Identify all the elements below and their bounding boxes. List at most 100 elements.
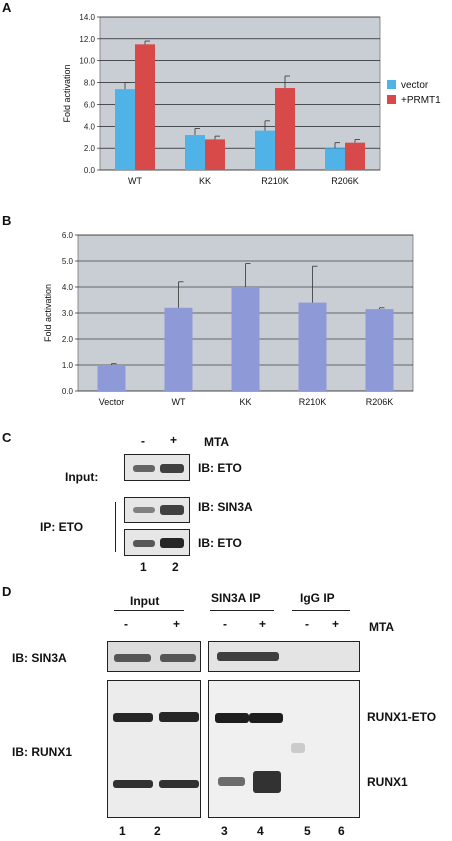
x-tick-label: KK: [199, 176, 211, 186]
band: [160, 538, 184, 548]
blot-c-ip-eto: [124, 529, 190, 556]
y-tick-label: 12.0: [79, 35, 95, 44]
bar: [365, 309, 394, 391]
lane-number-d5: 5: [304, 824, 311, 838]
blot-label-c-sin3a: IB: SIN3A: [198, 500, 253, 514]
lane-treatment-d2: +: [173, 617, 181, 631]
panel-label-d: D: [2, 584, 12, 599]
bar: [325, 148, 345, 170]
y-tick-label: 5.0: [62, 257, 74, 266]
band: [160, 505, 184, 515]
band: [215, 713, 249, 723]
lane-number-d1: 1: [119, 824, 126, 838]
band: [159, 712, 199, 722]
lane-treatment-c2: +: [170, 433, 178, 447]
bar: [164, 307, 193, 391]
band: [133, 465, 155, 472]
ip-label: IP: ETO: [40, 520, 84, 534]
lane-treatment-d3: -: [223, 617, 227, 631]
lane-number-d6: 6: [338, 824, 345, 838]
y-tick-label: 0.0: [84, 166, 96, 175]
blot-label-c-eto-input: IB: ETO: [198, 461, 242, 475]
band: [160, 654, 196, 662]
blot-c-ip-sin3a: [124, 497, 190, 523]
y-tick-label: 4.0: [62, 283, 74, 292]
y-tick-label: 1.0: [62, 361, 74, 370]
chart-a-svg: 0.0 2.0 4.0 6.0 8.0 10.0 12.0 14.0 Fold activati…: [62, 13, 441, 186]
band-label-runx1-eto: RUNX1-ETO: [367, 710, 437, 724]
band: [253, 771, 281, 793]
band: [291, 743, 305, 753]
legend-swatch: [387, 80, 396, 89]
y-axis-label: Fold activation: [62, 64, 72, 122]
y-tick-label: 2.0: [62, 335, 74, 344]
x-tick-label: WT: [172, 397, 186, 407]
blot-c-input-eto: [124, 454, 190, 481]
lane-treatment-c1: -: [141, 434, 145, 448]
lane-number-c2: 2: [172, 560, 179, 574]
treatment-label-d: MTA: [369, 620, 395, 634]
x-tick-label: WT: [128, 176, 142, 186]
band: [133, 540, 155, 547]
band: [113, 713, 153, 722]
bar: [231, 287, 260, 391]
y-tick-label: 8.0: [84, 79, 96, 88]
group-label-sin3a-ip: SIN3A IP: [211, 591, 261, 605]
chart-b: 0.0 1.0 2.0 3.0 4.0 5.0 6.0 Fold activation Vect…: [0, 215, 452, 415]
blot-label-c-eto-ip: IB: ETO: [198, 536, 242, 550]
panel-c: - + MTA Input: IB: ETO IP: ETO IB: SIN3A…: [0, 430, 452, 580]
panel-d: Input SIN3A IP IgG IP - + - + - + MTA IB…: [0, 584, 452, 841]
lane-treatment-d4: +: [259, 617, 267, 631]
band: [159, 780, 199, 788]
bar: [205, 139, 225, 170]
blot-d-runx1-ip: [208, 680, 360, 818]
band: [218, 777, 245, 786]
lane-treatment-d6: +: [332, 617, 340, 631]
bar: [135, 44, 155, 171]
x-tick-label: R210K: [299, 397, 327, 407]
lane-number-d4: 4: [257, 824, 264, 838]
legend-swatch: [387, 95, 396, 104]
bar: [275, 88, 295, 170]
group-label-input: Input: [130, 594, 160, 608]
lane-number-d2: 2: [154, 824, 161, 838]
row-label-runx1: IB: RUNX1: [12, 745, 73, 759]
x-tick-label: R206K: [331, 176, 359, 186]
legend-label: vector: [401, 80, 429, 91]
bar: [97, 365, 126, 391]
panel-label-b: B: [2, 213, 12, 228]
band: [249, 713, 283, 723]
chart-b-svg: 0.0 1.0 2.0 3.0 4.0 5.0 6.0 Fold activation Vect…: [43, 231, 414, 407]
x-tick-label: Vector: [99, 397, 125, 407]
band: [113, 780, 153, 788]
chart-a: 0.0 2.0 4.0 6.0 8.0 10.0 12.0 14.0 Fold activati…: [0, 0, 452, 200]
bar: [185, 135, 205, 170]
y-tick-label: 3.0: [62, 309, 74, 318]
y-tick-label: 14.0: [79, 13, 95, 22]
band: [114, 654, 151, 662]
blot-d-runx1-input: [107, 680, 201, 818]
band: [133, 507, 155, 513]
y-tick-label: 6.0: [84, 100, 96, 109]
panel-label-a: A: [2, 0, 12, 15]
group-underline-input: [114, 610, 184, 611]
y-tick-label: 6.0: [62, 231, 74, 240]
group-label-igg-ip: IgG IP: [300, 591, 335, 605]
group-underline-sin3a-ip: [210, 610, 274, 611]
band: [217, 652, 279, 661]
lane-number-c1: 1: [140, 560, 147, 574]
y-tick-label: 4.0: [84, 122, 96, 131]
band: [160, 464, 184, 473]
bar: [298, 302, 327, 391]
lane-treatment-d5: -: [305, 617, 309, 631]
ip-bracket-line: [115, 502, 116, 552]
band-label-runx1: RUNX1: [367, 775, 408, 789]
bar: [345, 142, 365, 170]
bar: [255, 130, 275, 170]
input-label: Input:: [65, 470, 99, 484]
legend-label: +PRMT1: [401, 95, 441, 106]
x-tick-label: R210K: [261, 176, 289, 186]
lane-number-d3: 3: [221, 824, 228, 838]
row-label-sin3a: IB: SIN3A: [12, 651, 67, 665]
treatment-label-c: MTA: [204, 435, 230, 449]
